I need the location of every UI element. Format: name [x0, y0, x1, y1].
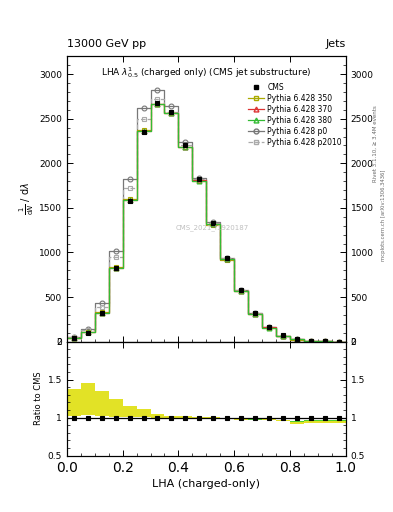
Text: mcplots.cern.ch [arXiv:1306.3436]: mcplots.cern.ch [arXiv:1306.3436] — [381, 169, 386, 261]
Text: Rivet 3.1.10, ≥ 3.4M events: Rivet 3.1.10, ≥ 3.4M events — [373, 105, 378, 182]
Text: CMS_2021_I1920187: CMS_2021_I1920187 — [175, 224, 248, 231]
X-axis label: LHA (charged-only): LHA (charged-only) — [152, 479, 260, 489]
Text: 13000 GeV pp: 13000 GeV pp — [67, 38, 146, 49]
Text: Jets: Jets — [325, 38, 346, 49]
Y-axis label: $\frac{1}{\mathrm{d}N}$ / $\mathrm{d}\lambda$: $\frac{1}{\mathrm{d}N}$ / $\mathrm{d}\la… — [18, 182, 36, 216]
Y-axis label: Ratio to CMS: Ratio to CMS — [35, 372, 43, 425]
Legend: CMS, Pythia 6.428 350, Pythia 6.428 370, Pythia 6.428 380, Pythia 6.428 p0, Pyth: CMS, Pythia 6.428 350, Pythia 6.428 370,… — [248, 83, 342, 146]
Text: LHA $\lambda^{1}_{0.5}$ (charged only) (CMS jet substructure): LHA $\lambda^{1}_{0.5}$ (charged only) (… — [101, 65, 312, 80]
